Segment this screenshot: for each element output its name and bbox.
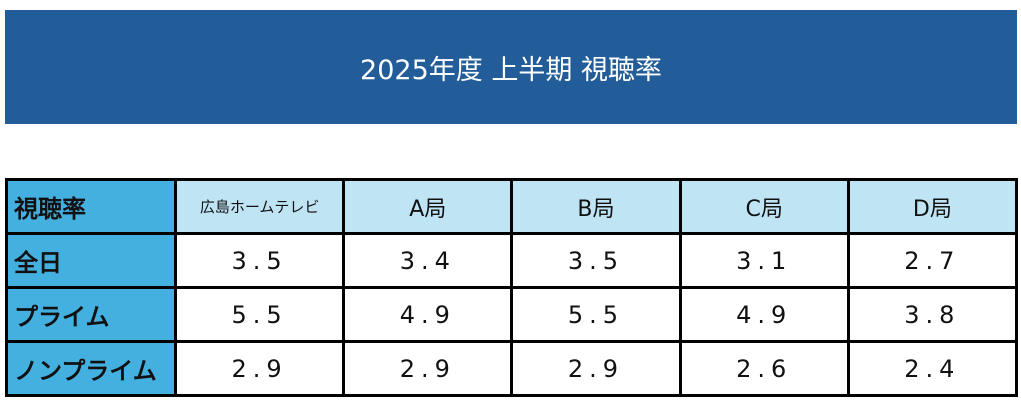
table-row: プライム 5.5 4.9 5.5 4.9 3.8 (5, 286, 1019, 343)
cell: 5.5 (173, 286, 346, 343)
row-header: ノンプライム (5, 340, 177, 397)
cell: 2.6 (678, 340, 850, 397)
cell: 3.8 (846, 286, 1019, 343)
cell: 3.1 (678, 232, 850, 289)
row-header: プライム (5, 286, 177, 343)
cell: 4.9 (342, 286, 514, 343)
column-header: B局 (510, 178, 682, 235)
cell: 4.9 (678, 286, 850, 343)
cell: 2.9 (510, 340, 682, 397)
page-title: 2025年度 上半期 視聴率 (360, 54, 662, 86)
cell: 2.9 (173, 340, 346, 397)
cell: 2.9 (342, 340, 514, 397)
header-row: 視聴率 広島ホームテレビ A局 B局 C局 D局 (5, 178, 1019, 235)
cell: 3.5 (510, 232, 682, 289)
cell: 2.4 (846, 340, 1019, 397)
cell: 3.4 (342, 232, 514, 289)
row-header: 全日 (5, 232, 177, 289)
column-header: 広島ホームテレビ (173, 178, 346, 235)
cell: 2.7 (846, 232, 1019, 289)
column-header: C局 (678, 178, 850, 235)
column-header: A局 (342, 178, 514, 235)
column-header: D局 (846, 178, 1019, 235)
title-banner: 2025年度 上半期 視聴率 (5, 10, 1017, 124)
cell: 3.5 (173, 232, 346, 289)
table-row: ノンプライム 2.9 2.9 2.9 2.6 2.4 (5, 340, 1019, 397)
ratings-table: 視聴率 広島ホームテレビ A局 B局 C局 D局 全日 3.5 3.4 3.5 … (5, 178, 1019, 397)
corner-header: 視聴率 (5, 178, 177, 235)
cell: 5.5 (510, 286, 682, 343)
table-row: 全日 3.5 3.4 3.5 3.1 2.7 (5, 232, 1019, 289)
